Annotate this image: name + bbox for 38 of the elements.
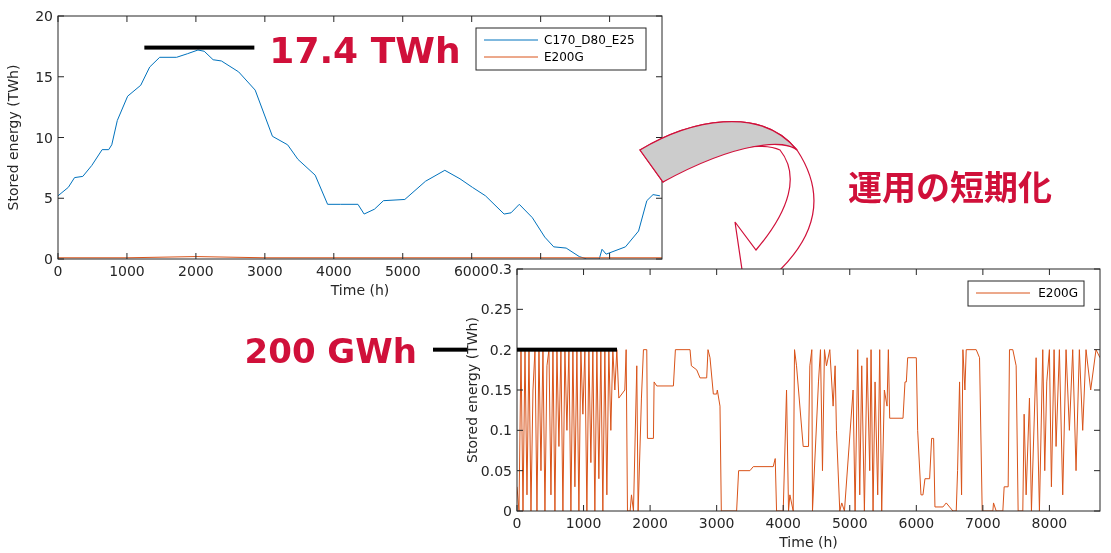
y-axis-title: Stored energy (TWh) bbox=[5, 64, 21, 211]
y-tick-label: 0 bbox=[503, 503, 512, 519]
annotation: 200 GWh bbox=[244, 330, 417, 371]
y-tick-label: 0.1 bbox=[489, 422, 512, 439]
x-tick-label: 7000 bbox=[965, 515, 1001, 531]
x-tick-label: 1000 bbox=[565, 515, 602, 531]
text: 運用の短期化 bbox=[848, 161, 1052, 210]
x-tick-label: 2000 bbox=[178, 263, 214, 279]
annotation: 17.4 TWh bbox=[269, 29, 461, 71]
x-tick-label: 5000 bbox=[831, 515, 868, 531]
x-tick-label: 0 bbox=[512, 515, 522, 531]
y-tick-label: 0.15 bbox=[480, 382, 512, 398]
legend-label: E200G bbox=[544, 50, 584, 64]
y-tick-label: 0.2 bbox=[489, 341, 512, 358]
x-tick-label: 6000 bbox=[898, 515, 935, 531]
y-tick-label: 0 bbox=[44, 251, 53, 267]
x-tick-label: 3000 bbox=[698, 515, 735, 531]
line-series bbox=[517, 349, 1100, 511]
x-tick-label: 5000 bbox=[384, 263, 421, 279]
y-tick-label: 15 bbox=[35, 68, 53, 85]
y-tick-label: 10 bbox=[35, 129, 53, 146]
x-tick-label: 4000 bbox=[315, 263, 352, 279]
legend-label: C170_D80_E25 bbox=[544, 33, 635, 47]
x-axis-title: Time (h) bbox=[778, 534, 838, 550]
y-axis-title: Stored energy (TWh) bbox=[464, 317, 480, 463]
y-tick-label: 0.3 bbox=[489, 261, 512, 277]
x-tick-label: 1000 bbox=[109, 263, 145, 279]
x-axis-title: Time (h) bbox=[329, 282, 390, 298]
y-tick-label: 0.25 bbox=[480, 301, 512, 318]
y-tick-label: 20 bbox=[35, 8, 53, 24]
x-tick-label: 2000 bbox=[632, 515, 668, 531]
x-tick-label: 8000 bbox=[1031, 515, 1068, 531]
legend-label: E200G bbox=[1038, 286, 1078, 300]
y-tick-label: 0.05 bbox=[480, 462, 512, 479]
x-tick-label: 4000 bbox=[765, 515, 802, 531]
x-tick-label: 3000 bbox=[247, 263, 283, 279]
y-tick-label: 5 bbox=[44, 190, 53, 207]
x-tick-label: 6000 bbox=[453, 263, 490, 279]
